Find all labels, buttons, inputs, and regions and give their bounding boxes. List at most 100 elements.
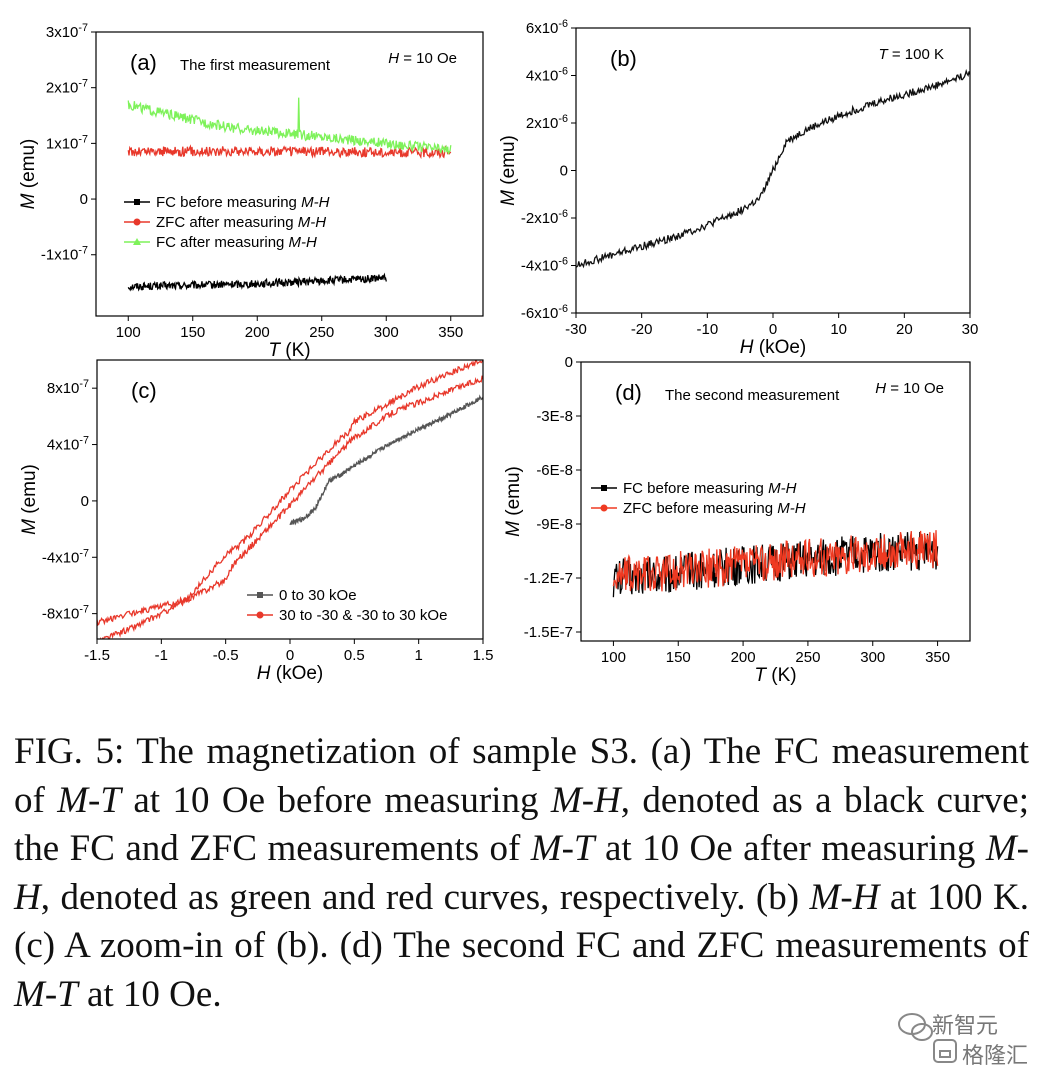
chat-bubble-icon — [898, 1013, 933, 1041]
chart-panel-c: -1.5 -1 -0.5 0 0.5 1 1.5 8x10-7 4x10-7 0 -4x10-7 -8… — [19, 359, 494, 684]
x-tick-label: 200 — [731, 649, 756, 666]
legend-marker — [256, 611, 264, 619]
x-tick-label: 350 — [438, 324, 463, 341]
x-axis-label: H (kOe) — [740, 337, 807, 358]
x-tick-label: 1 — [414, 647, 422, 664]
caption-segment: M-H — [14, 828, 1029, 918]
y-axis-label: M (emu) — [18, 139, 39, 210]
caption-segment: at 10 Oe after measuring — [594, 828, 986, 869]
x-axis-label: T (K) — [268, 340, 310, 361]
x-tick-label: -0.5 — [213, 647, 239, 664]
series-group — [97, 360, 483, 639]
y-tick-label: -1.5E-7 — [524, 624, 573, 641]
panel-condition: H = 10 Oe — [388, 50, 457, 67]
series-line-d-1 — [612, 530, 939, 592]
plot-frame — [95, 31, 484, 317]
panel-condition: H = 10 Oe — [875, 380, 944, 397]
watermark-line1: 新智元 — [932, 1014, 999, 1039]
y-tick-label: -6x10-6 — [521, 303, 568, 322]
legend-label: 0 to 30 kOe — [279, 587, 357, 604]
brand-logo-icon — [933, 1039, 957, 1063]
x-tick-label: -20 — [631, 321, 653, 338]
caption-segment: , denoted as green and red curves, respe… — [40, 876, 810, 918]
series-line-a-0 — [127, 272, 387, 292]
x-tick-label: 200 — [245, 324, 270, 341]
caption-segment: M-T — [530, 828, 595, 869]
x-tick-label: 150 — [666, 649, 691, 666]
watermark-line2: 格隆汇 — [962, 1044, 1029, 1069]
y-tick-label: 6x10-6 — [526, 18, 568, 37]
x-tick-label: 100 — [116, 324, 141, 341]
y-tick-label: -1x10-7 — [41, 245, 88, 264]
series-line-a-1 — [127, 144, 452, 160]
caption-segment: M-T — [14, 973, 78, 1015]
legend-label: FC before measuring M-H — [623, 480, 797, 497]
legend-marker — [257, 592, 263, 598]
x-axis-label: H (kOe) — [257, 663, 324, 684]
y-tick-label: -8x10-7 — [42, 604, 89, 623]
x-tick-label: 20 — [896, 321, 913, 338]
x-tick-label: 10 — [830, 321, 847, 338]
plot-frame — [580, 361, 971, 642]
series-group — [612, 530, 939, 598]
caption-segment: at 10 Oe. — [77, 973, 222, 1015]
x-tick-label: 150 — [180, 324, 205, 341]
chart-panel-b: -30 -20 -10 0 10 20 30 6x10-6 4x10-6 2x10-6 0 -2x10… — [498, 18, 978, 358]
figure-caption: FIG. 5: The magnetization of sample S3. … — [14, 728, 1029, 1019]
legend-marker — [601, 485, 607, 491]
y-tick-label: 0 — [81, 493, 89, 510]
legend-label: ZFC after measuring M-H — [156, 214, 326, 231]
x-tick-label: -1.5 — [84, 647, 110, 664]
legend-marker — [133, 218, 141, 226]
series-line-c-1 — [97, 360, 483, 627]
series-line-c-2 — [98, 375, 483, 639]
y-tick-label: 1x10-7 — [46, 133, 88, 152]
panel-label: (c) — [131, 378, 157, 403]
x-axis-label: T (K) — [754, 665, 796, 686]
y-tick-label: -6E-8 — [536, 462, 573, 479]
y-axis-label: M (emu) — [19, 464, 40, 535]
chart-panel-d: 100 150 200 250 300 350 0 -3E-8 -6E-8 -9E-8 -1.2E-… — [503, 354, 971, 686]
series-line-a-2 — [127, 97, 452, 155]
figure-panels: 100 150 200 250 300 3503x10-72x10-71x10-70-1x… — [18, 18, 978, 686]
x-tick-label: 250 — [309, 324, 334, 341]
x-tick-label: 0.5 — [344, 647, 365, 664]
caption-segment: M-H — [809, 876, 880, 918]
panel-label: (b) — [610, 46, 637, 71]
y-tick-label: 0 — [565, 354, 573, 371]
x-tick-label: -30 — [565, 321, 587, 338]
legend-marker — [600, 504, 608, 512]
y-tick-label: -2x10-6 — [521, 208, 568, 227]
legend-label: FC before measuring M-H — [156, 194, 330, 211]
legend-marker — [134, 199, 140, 205]
watermark: 新智元 格隆汇 — [896, 1004, 1036, 1069]
legend-label: ZFC before measuring M-H — [623, 500, 806, 517]
caption-segment: at 100 K. (c) A zoom-in of (b). (d) The … — [14, 876, 1029, 967]
x-tick-label: -1 — [155, 647, 168, 664]
x-tick-label: 350 — [925, 649, 950, 666]
series-group — [576, 68, 970, 269]
y-tick-label: -9E-8 — [536, 516, 573, 533]
y-tick-label: 3x10-7 — [46, 22, 88, 41]
legend-label: 30 to -30 & -30 to 30 kOe — [279, 607, 447, 624]
x-tick-label: 1.5 — [473, 647, 494, 664]
y-tick-label: 2x10-6 — [526, 113, 568, 132]
x-tick-label: 0 — [286, 647, 294, 664]
y-tick-label: 8x10-7 — [47, 378, 89, 397]
y-axis-label: M (emu) — [503, 466, 524, 537]
y-tick-label: -4x10-7 — [42, 547, 89, 566]
x-tick-label: -10 — [696, 321, 718, 338]
caption-segment: at 10 Oe before measuring — [120, 779, 551, 821]
y-tick-label: 2x10-7 — [46, 78, 88, 97]
panel-condition: T = 100 K — [879, 46, 944, 63]
y-tick-label: 4x10-6 — [526, 66, 568, 85]
x-tick-label: 300 — [374, 324, 399, 341]
series-line-c-0 — [289, 394, 483, 526]
caption-segment: , denoted as a black curve; the FC and Z… — [14, 779, 1029, 870]
panel-label: (d) — [615, 380, 642, 405]
x-tick-label: 300 — [860, 649, 885, 666]
legend-label: FC after measuring M-H — [156, 234, 317, 251]
x-tick-label: 30 — [962, 321, 979, 338]
y-tick-label: 4x10-7 — [47, 435, 89, 454]
caption-segment: M-T — [57, 779, 121, 821]
